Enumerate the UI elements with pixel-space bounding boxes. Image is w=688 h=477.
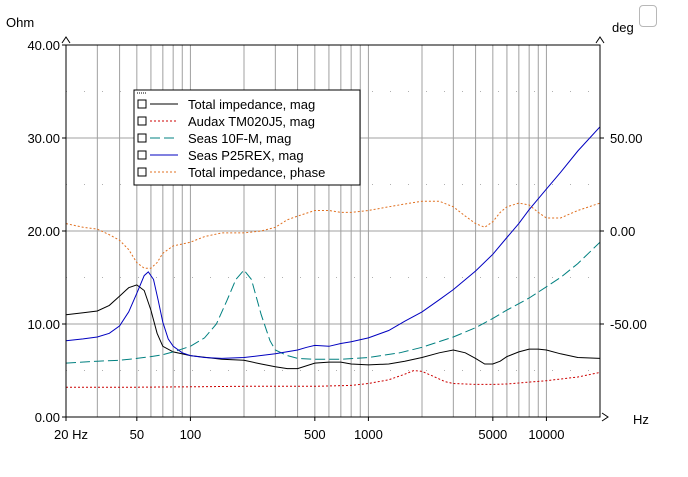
legend-label: Total impedance, mag <box>188 97 315 112</box>
legend-label: Total impedance, phase <box>188 165 325 180</box>
legend-label: Seas P25REX, mag <box>188 148 304 163</box>
legend-label: Seas 10F-M, mag <box>188 131 291 146</box>
x-tick-label: 5000 <box>478 427 507 442</box>
left-axis-unit: Ohm <box>6 15 34 30</box>
left-tick-label: 30.00 <box>27 131 60 146</box>
right-tick-label: -50.00 <box>610 317 647 332</box>
x-tick-label: 20 Hz <box>54 427 88 442</box>
x-tick-label: 10000 <box>528 427 564 442</box>
right-tick-label: 0.00 <box>610 224 635 239</box>
legend-checkbox <box>137 133 147 143</box>
x-tick-label: 50 <box>130 427 144 442</box>
left-tick-label: 10.00 <box>27 317 60 332</box>
series-line-5 <box>65 200 601 269</box>
x-axis-arrow <box>601 412 609 422</box>
right-axis-arrow <box>595 36 605 44</box>
left-tick-label: 20.00 <box>27 224 60 239</box>
legend: Total impedance, mag Audax TM020J5, mag Se… <box>133 89 361 186</box>
series-group <box>65 126 601 388</box>
legend-checkbox <box>137 150 147 160</box>
legend-checkbox <box>137 167 147 177</box>
legend-checkbox <box>137 116 147 126</box>
x-tick-label: 1000 <box>354 427 383 442</box>
left-axis-arrow <box>61 36 71 44</box>
series-line-1 <box>65 284 601 370</box>
axes: 20 Hz 50 100 500 1000 5000 10000 0.00 10.00 20.00… <box>27 36 647 442</box>
x-tick-label: 100 <box>180 427 202 442</box>
corner-checkbox[interactable] <box>639 5 657 27</box>
legend-label: Audax TM020J5, mag <box>188 114 315 129</box>
left-tick-label: 40.00 <box>27 38 60 53</box>
right-axis-unit: deg <box>612 20 634 35</box>
series-line-3 <box>65 241 601 364</box>
series-line-4 <box>65 126 601 359</box>
legend-checkbox <box>137 99 147 109</box>
x-axis-unit: Hz <box>633 412 649 427</box>
left-tick-label: 0.00 <box>35 410 60 425</box>
right-tick-label: 50.00 <box>610 131 643 146</box>
x-tick-label: 500 <box>304 427 326 442</box>
series-line-2 <box>66 369 601 388</box>
